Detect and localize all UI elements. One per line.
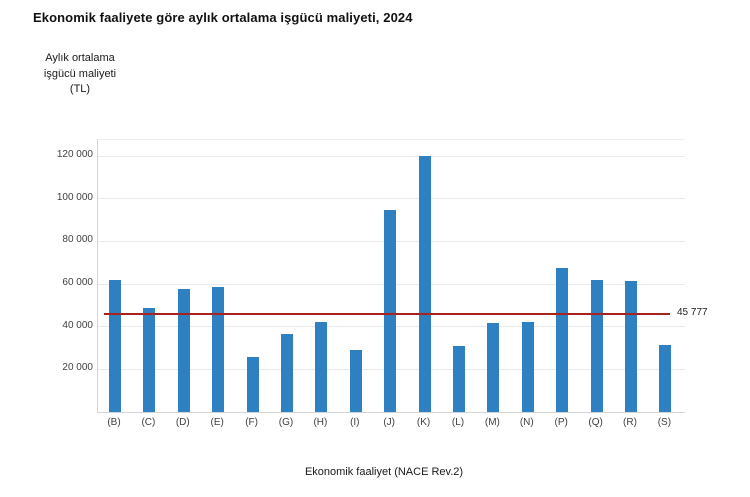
- bar-C: [143, 308, 156, 412]
- bar-E: [212, 286, 225, 412]
- x-tick-label: (S): [657, 417, 672, 428]
- x-tick-label: (F): [245, 417, 258, 428]
- gridline: [98, 155, 685, 157]
- x-tick-label: (I): [350, 417, 360, 428]
- x-tick-label: (K): [416, 417, 431, 428]
- bar-P: [556, 268, 569, 412]
- bar-K: [418, 156, 431, 412]
- average-reference-line: [104, 313, 670, 316]
- bar-R: [625, 280, 637, 412]
- x-axis-title: Ekonomik faaliyet (NACE Rev.2): [304, 466, 464, 478]
- bar-N: [521, 322, 534, 412]
- bar-D: [177, 288, 190, 412]
- bar-I: [349, 349, 362, 412]
- y-tick-label: 120 000: [56, 149, 93, 160]
- y-tick-label: 40 000: [62, 319, 93, 331]
- plot-area: [97, 139, 685, 413]
- average-reference-line-label: 45 777: [677, 307, 708, 319]
- x-tick-label: (R): [623, 417, 637, 428]
- x-tick-label: (Q): [588, 417, 603, 428]
- x-tick-label: (J): [383, 417, 396, 428]
- x-tick-label: (C): [141, 417, 156, 428]
- y-axis-title: Aylık ortalama işgücü maliyeti (TL): [43, 52, 117, 95]
- bar-F: [246, 356, 259, 412]
- y-tick-label: 20 000: [62, 362, 93, 374]
- x-tick-label: (H): [313, 417, 328, 428]
- bar-S: [659, 345, 672, 412]
- bar-J: [384, 210, 397, 412]
- y-tick-label: 60 000: [62, 277, 93, 288]
- bar-M: [487, 322, 500, 412]
- x-tick-label: (P): [554, 417, 568, 428]
- bar-L: [453, 345, 465, 412]
- x-tick-label: (B): [107, 417, 121, 428]
- x-tick-label: (L): [451, 417, 465, 428]
- bar-Q: [590, 279, 603, 412]
- bar-G: [281, 334, 293, 412]
- y-tick-label: 100 000: [56, 191, 93, 203]
- x-tick-label: (G): [278, 417, 294, 428]
- gridline: [98, 198, 685, 200]
- x-tick-label: (M): [484, 417, 500, 428]
- chart-title: Ekonomik faaliyete göre aylık ortalama i…: [33, 10, 413, 25]
- x-tick-label: (E): [210, 417, 224, 428]
- bar-H: [315, 321, 328, 412]
- bar-B: [109, 279, 121, 412]
- y-tick-label: 80 000: [62, 234, 93, 246]
- x-tick-label: (D): [175, 417, 190, 428]
- x-tick-label: (N): [519, 417, 534, 428]
